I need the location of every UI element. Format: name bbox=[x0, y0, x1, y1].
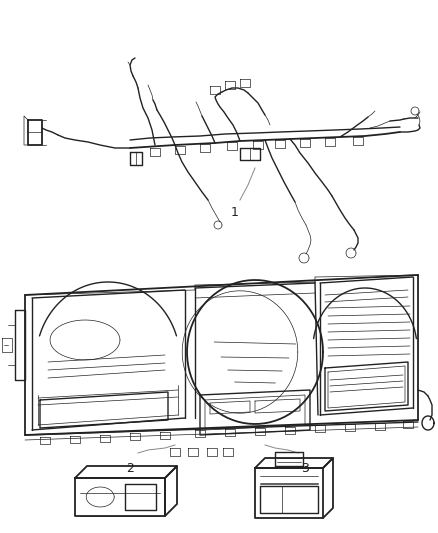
Text: 1: 1 bbox=[231, 206, 239, 219]
Text: 3: 3 bbox=[301, 462, 309, 474]
Text: 2: 2 bbox=[126, 462, 134, 474]
